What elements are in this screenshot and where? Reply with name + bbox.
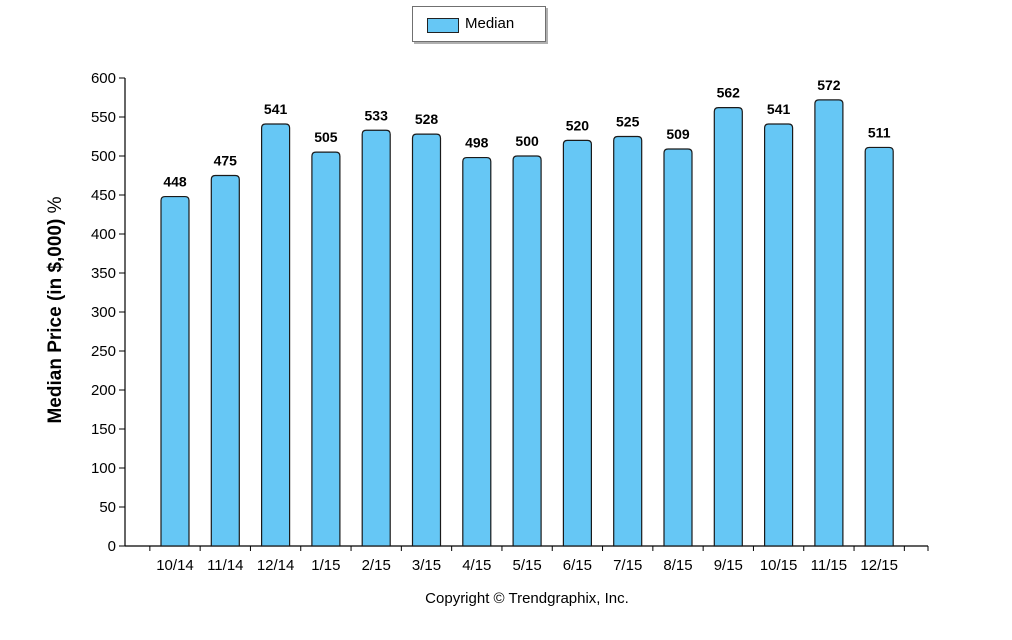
legend: Median — [412, 6, 546, 42]
x-tick-label: 7/15 — [613, 557, 642, 574]
bar — [713, 107, 743, 547]
bar — [512, 155, 542, 547]
x-tick-label: 11/15 — [811, 557, 847, 574]
bar — [462, 156, 492, 547]
bar-value-label: 448 — [163, 174, 187, 190]
bar-value-label: 525 — [616, 114, 640, 130]
y-tick-label: 600 — [91, 70, 116, 87]
bar-value-label: 520 — [566, 117, 590, 133]
bar — [361, 129, 391, 547]
y-axis-title: Median Price (in $,000) % — [45, 196, 67, 423]
y-tick-label: 400 — [91, 226, 116, 243]
y-axis-title-unit: % — [45, 196, 66, 219]
bar-value-label: 541 — [264, 101, 288, 117]
bar — [864, 146, 894, 547]
bar-value-label: 511 — [868, 124, 891, 140]
bar — [764, 123, 794, 547]
axes: 0 50 100 150 200 250 300 350 400 450 500 550 600 10/1… — [91, 70, 929, 574]
x-tick-label: 11/14 — [207, 557, 243, 574]
y-tick-label: 150 — [91, 421, 116, 438]
bar — [562, 139, 592, 547]
y-tick-label: 500 — [91, 148, 116, 165]
bar-value-label: 500 — [515, 133, 539, 149]
x-tick-label: 8/15 — [663, 557, 692, 574]
bar — [210, 174, 240, 547]
bars — [160, 99, 894, 547]
bar — [261, 123, 291, 547]
x-tick-label: 2/15 — [362, 557, 391, 574]
bar-value-label: 498 — [465, 135, 489, 151]
x-tick-label: 4/15 — [462, 557, 491, 574]
bar-value-label: 528 — [415, 111, 439, 127]
copyright-text: Copyright © Trendgraphix, Inc. — [425, 590, 629, 607]
bar — [663, 148, 693, 547]
y-tick-label: 100 — [91, 460, 116, 477]
y-tick-label: 550 — [91, 109, 116, 126]
y-tick-label: 250 — [91, 343, 116, 360]
legend-swatch — [427, 18, 459, 33]
x-tick-label: 3/15 — [412, 557, 441, 574]
bar — [411, 133, 442, 547]
y-tick-label: 50 — [99, 499, 116, 516]
y-tick-label: 450 — [91, 187, 116, 204]
bar-value-label: 475 — [214, 153, 238, 169]
data-labels: 448 475 541 505 533 528 498 500 520 525 509 562 541 5… — [163, 77, 890, 190]
x-tick-label: 6/15 — [563, 557, 592, 574]
x-tick-label: 10/14 — [156, 557, 194, 574]
bar-value-label: 562 — [717, 85, 741, 101]
bar-value-label: 541 — [767, 101, 791, 117]
y-tick-label: 350 — [91, 265, 116, 282]
bar — [613, 135, 643, 547]
x-tick-label: 10/15 — [760, 557, 798, 574]
x-tick-label: 1/15 — [311, 557, 340, 574]
x-tick-label: 12/14 — [257, 557, 295, 574]
y-tick-label: 0 — [108, 538, 116, 555]
legend-label: Median — [465, 15, 515, 32]
bar — [311, 151, 341, 547]
y-tick-label: 200 — [91, 382, 116, 399]
bar-value-label: 533 — [365, 107, 389, 123]
y-axis-title-main: Median Price (in $,000) — [45, 218, 66, 424]
x-tick-label: 12/15 — [860, 557, 898, 574]
bar — [160, 195, 190, 547]
y-tick-label: 300 — [91, 304, 116, 321]
x-tick-label: 5/15 — [512, 557, 541, 574]
bar-value-label: 509 — [666, 126, 690, 142]
x-tick-label: 9/15 — [714, 557, 743, 574]
bar-value-label: 572 — [817, 77, 841, 93]
bar — [814, 99, 844, 547]
bar-value-label: 505 — [314, 129, 338, 145]
